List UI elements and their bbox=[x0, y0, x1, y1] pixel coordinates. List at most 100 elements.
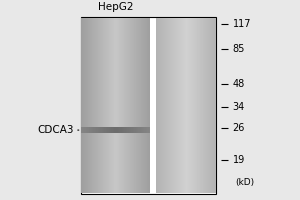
Bar bbox=[192, 18, 193, 193]
Bar bbox=[124, 18, 125, 193]
Bar bbox=[116, 18, 117, 193]
Bar bbox=[95, 127, 96, 133]
Bar bbox=[171, 18, 172, 193]
Bar bbox=[192, 18, 193, 193]
Bar bbox=[200, 18, 201, 193]
Bar bbox=[130, 127, 131, 133]
Bar bbox=[113, 127, 114, 133]
Bar bbox=[172, 18, 173, 193]
Bar bbox=[127, 18, 128, 193]
Bar bbox=[126, 18, 127, 193]
Bar bbox=[178, 18, 179, 193]
Bar bbox=[87, 18, 88, 193]
Bar bbox=[158, 18, 159, 193]
Bar bbox=[89, 18, 90, 193]
Bar bbox=[142, 18, 143, 193]
Bar bbox=[149, 18, 150, 193]
Bar bbox=[186, 18, 187, 193]
Bar bbox=[94, 127, 95, 133]
Bar bbox=[92, 127, 93, 133]
Bar bbox=[202, 18, 203, 193]
Bar bbox=[123, 127, 124, 133]
Bar bbox=[179, 18, 180, 193]
Text: 85: 85 bbox=[232, 44, 245, 54]
Bar bbox=[110, 127, 111, 133]
Bar bbox=[111, 18, 112, 193]
Bar bbox=[183, 18, 184, 193]
Bar bbox=[125, 127, 126, 133]
Bar bbox=[107, 127, 108, 133]
Bar bbox=[98, 127, 99, 133]
Bar bbox=[84, 18, 85, 193]
Bar bbox=[82, 127, 83, 133]
Bar bbox=[148, 18, 149, 193]
Bar bbox=[197, 18, 198, 193]
Bar bbox=[86, 18, 87, 193]
Bar bbox=[121, 18, 122, 193]
Bar bbox=[113, 18, 114, 193]
Bar bbox=[100, 127, 101, 133]
Bar bbox=[169, 18, 170, 193]
Bar bbox=[165, 18, 166, 193]
Bar bbox=[82, 18, 83, 193]
Bar bbox=[112, 18, 113, 193]
Bar bbox=[201, 18, 202, 193]
Bar bbox=[117, 127, 118, 133]
Bar bbox=[180, 18, 181, 193]
Bar bbox=[134, 18, 135, 193]
Bar bbox=[103, 127, 104, 133]
Bar bbox=[118, 18, 119, 193]
Bar bbox=[105, 18, 106, 193]
Bar bbox=[107, 18, 108, 193]
Bar bbox=[146, 127, 147, 133]
Bar bbox=[129, 18, 130, 193]
Bar bbox=[188, 18, 189, 193]
Bar bbox=[131, 127, 132, 133]
Bar bbox=[185, 18, 186, 193]
Bar bbox=[122, 18, 123, 193]
Bar bbox=[212, 18, 213, 193]
Bar bbox=[149, 127, 150, 133]
Bar bbox=[106, 18, 107, 193]
Bar bbox=[162, 18, 163, 193]
Bar bbox=[165, 18, 166, 193]
Bar bbox=[128, 18, 129, 193]
Bar bbox=[195, 18, 196, 193]
Bar bbox=[101, 18, 102, 193]
Bar bbox=[133, 18, 134, 193]
Bar bbox=[180, 18, 181, 193]
Bar bbox=[118, 18, 119, 193]
Bar bbox=[117, 18, 118, 193]
Bar bbox=[109, 18, 110, 193]
Bar bbox=[97, 18, 98, 193]
Bar bbox=[135, 18, 136, 193]
Bar bbox=[139, 127, 140, 133]
Bar bbox=[208, 18, 209, 193]
Bar bbox=[185, 18, 186, 193]
Bar bbox=[113, 18, 114, 193]
Bar bbox=[86, 127, 87, 133]
Bar bbox=[179, 18, 180, 193]
Bar bbox=[88, 127, 90, 133]
Bar bbox=[211, 18, 212, 193]
Bar bbox=[93, 127, 94, 133]
Bar bbox=[199, 18, 200, 193]
Bar bbox=[127, 127, 128, 133]
Bar bbox=[91, 127, 92, 133]
Bar bbox=[133, 18, 134, 193]
Bar bbox=[195, 18, 196, 193]
Bar bbox=[184, 18, 185, 193]
Bar bbox=[207, 18, 208, 193]
Bar bbox=[84, 127, 85, 133]
Bar bbox=[198, 18, 199, 193]
Bar bbox=[187, 18, 188, 193]
Bar bbox=[134, 127, 135, 133]
Bar bbox=[100, 127, 101, 133]
Bar bbox=[106, 127, 107, 133]
Bar bbox=[176, 18, 177, 193]
Bar bbox=[88, 127, 89, 133]
Bar bbox=[181, 18, 182, 193]
Bar bbox=[206, 18, 207, 193]
Bar bbox=[206, 18, 207, 193]
Bar bbox=[81, 17, 216, 194]
